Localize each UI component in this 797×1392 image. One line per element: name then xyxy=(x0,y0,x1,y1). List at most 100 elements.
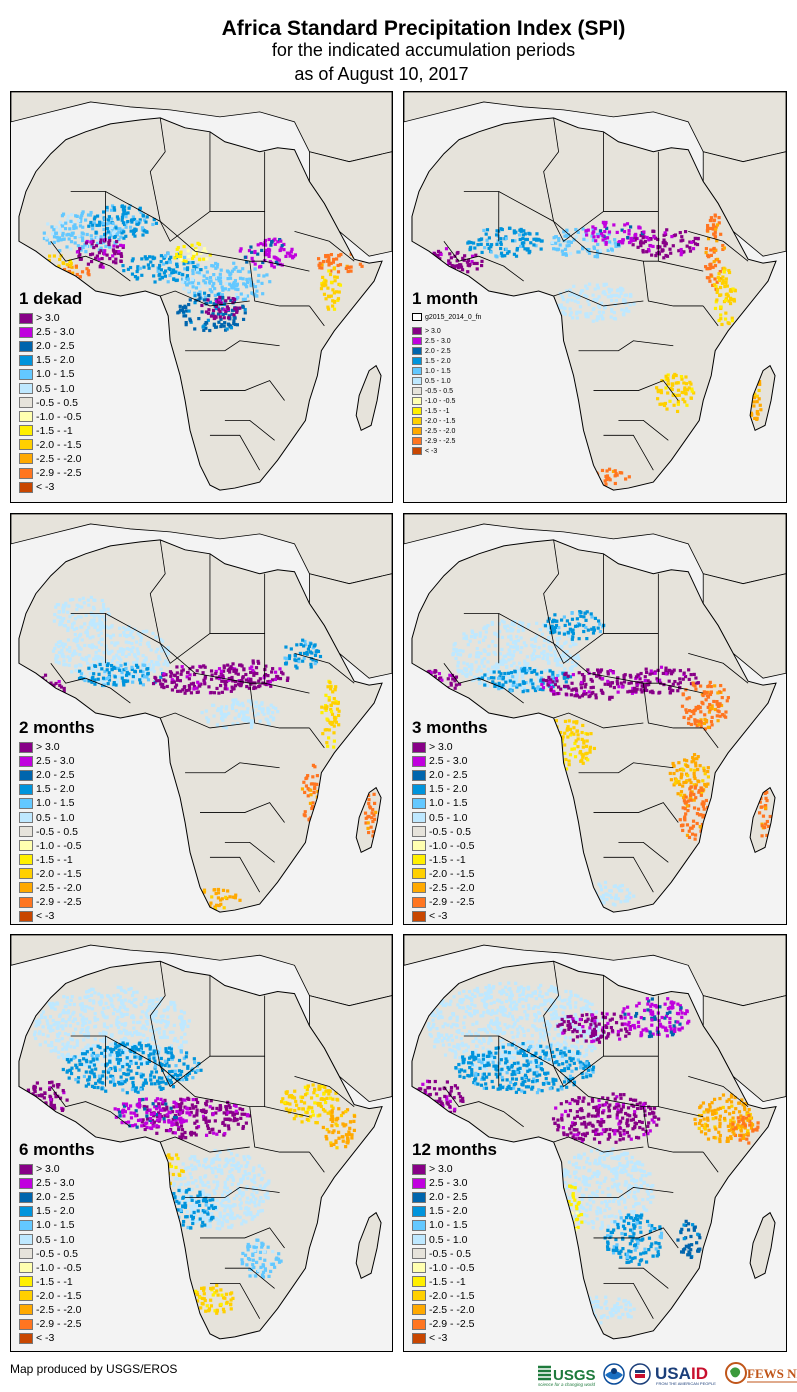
spi-cell xyxy=(26,1106,30,1111)
spi-cell xyxy=(79,215,83,219)
spi-cell xyxy=(159,667,163,671)
spi-cell xyxy=(570,298,574,302)
spi-cell xyxy=(198,284,202,289)
spi-cell xyxy=(128,1031,132,1036)
country-border xyxy=(543,539,560,644)
spi-cell xyxy=(141,233,145,237)
spi-cell xyxy=(706,816,710,820)
spi-cell xyxy=(55,1001,59,1005)
spi-cell xyxy=(107,626,111,630)
spi-cell xyxy=(98,265,102,269)
spi-cell xyxy=(172,1039,176,1043)
spi-cell xyxy=(221,676,225,680)
spi-cell xyxy=(130,667,134,672)
spi-cell xyxy=(575,316,579,320)
spi-cell xyxy=(715,714,719,718)
spi-cell xyxy=(125,670,129,675)
spi-cell xyxy=(446,677,450,681)
spi-cell xyxy=(271,711,275,715)
spi-cell xyxy=(71,271,75,275)
spi-cell xyxy=(596,315,600,319)
spi-cell xyxy=(647,238,651,242)
spi-cell xyxy=(179,258,183,262)
spi-cell xyxy=(319,287,324,291)
spi-cell xyxy=(107,678,112,682)
spi-cell xyxy=(86,269,91,273)
spi-cell xyxy=(318,654,323,659)
spi-cell xyxy=(77,219,81,223)
spi-cell xyxy=(173,1003,177,1008)
spi-cell xyxy=(123,1023,127,1028)
spi-cell xyxy=(597,882,601,886)
spi-cell xyxy=(588,745,593,749)
spi-cell xyxy=(498,652,502,656)
spi-cell xyxy=(39,1105,43,1109)
spi-cell xyxy=(262,712,266,716)
spi-cell xyxy=(42,236,47,241)
spi-cell xyxy=(154,1039,158,1043)
spi-cell xyxy=(238,269,242,274)
spi-cell xyxy=(236,721,240,725)
legend-swatch xyxy=(412,896,426,908)
legend-item: 2.0 - 2.5 xyxy=(19,339,82,353)
spi-cell xyxy=(534,244,538,248)
spi-cell xyxy=(303,643,308,647)
spi-cell xyxy=(556,692,560,696)
spi-cell xyxy=(468,653,472,657)
spi-cell xyxy=(679,774,684,778)
spi-cell xyxy=(602,282,606,287)
spi-cell xyxy=(587,251,592,255)
spi-cell xyxy=(119,658,123,662)
spi-cell xyxy=(655,251,659,256)
spi-cell xyxy=(628,896,632,900)
spi-cell xyxy=(565,300,569,304)
spi-cell xyxy=(51,1006,55,1010)
legend-swatch xyxy=(19,910,33,922)
spi-cell xyxy=(753,373,757,377)
spi-cell xyxy=(113,252,117,256)
spi-cell xyxy=(553,683,557,687)
legend-swatch xyxy=(412,447,422,455)
spi-cell xyxy=(608,290,612,294)
spi-cell xyxy=(548,758,552,762)
spi-cell xyxy=(448,261,452,265)
spi-cell xyxy=(718,270,722,274)
spi-cell xyxy=(72,638,76,643)
spi-cell xyxy=(333,688,337,692)
spi-cell xyxy=(185,675,189,679)
spi-anomaly-layer xyxy=(18,985,357,1315)
spi-cell xyxy=(227,314,231,318)
spi-cell xyxy=(530,657,535,662)
spi-cell xyxy=(125,1008,130,1012)
spi-cell xyxy=(200,303,204,308)
spi-cell xyxy=(320,266,324,270)
spi-cell xyxy=(459,265,464,269)
spi-cell xyxy=(429,254,433,258)
spi-cell xyxy=(617,685,621,689)
spi-cell xyxy=(191,269,195,273)
spi-cell xyxy=(56,239,60,243)
spi-cell xyxy=(332,257,336,261)
spi-cell xyxy=(716,691,720,695)
spi-cell xyxy=(547,747,551,751)
spi-cell xyxy=(309,657,313,661)
legend-label: -2.9 - -2.5 xyxy=(36,896,82,909)
legend-label: 2.0 - 2.5 xyxy=(429,769,468,782)
spi-cell xyxy=(367,798,371,802)
spi-cell xyxy=(235,283,239,288)
spi-cell xyxy=(682,671,686,675)
spi-cell xyxy=(551,731,555,735)
spi-cell xyxy=(88,213,93,217)
spi-cell xyxy=(368,805,372,809)
country-border xyxy=(702,727,719,749)
spi-cell xyxy=(433,669,437,673)
spi-cell xyxy=(480,263,484,268)
spi-cell xyxy=(432,693,436,698)
spi-cell xyxy=(71,1012,75,1016)
spi-cell xyxy=(676,689,680,693)
spi-cell xyxy=(27,683,31,687)
spi-cell xyxy=(165,1023,169,1027)
spi-cell xyxy=(67,604,71,608)
spi-cell xyxy=(266,706,270,710)
spi-cell xyxy=(133,670,138,674)
